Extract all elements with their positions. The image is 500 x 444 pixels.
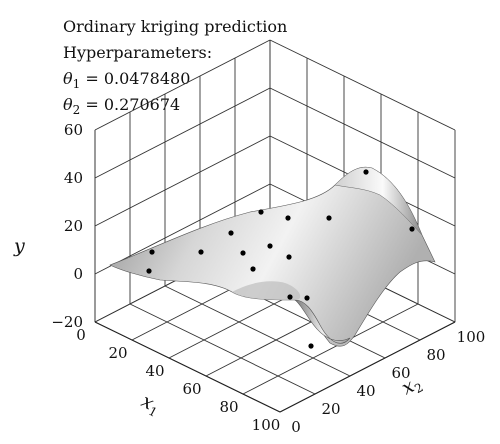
sample-point — [149, 249, 155, 255]
annotation-block: Ordinary kriging prediction Hyperparamet… — [63, 17, 287, 117]
theta2-symbol: θ — [63, 95, 73, 114]
theta2-value: = 0.270674 — [80, 95, 180, 114]
annotation-title: Ordinary kriging prediction — [63, 17, 287, 36]
floor-grid-line — [242, 303, 419, 395]
y-tick-label: 40 — [64, 169, 83, 187]
y-tick-label: −20 — [51, 313, 83, 331]
floor-grid-line — [129, 303, 316, 395]
x2-tick-label: 60 — [391, 364, 410, 382]
x2-tick-label: 40 — [356, 382, 375, 400]
front-edge-left — [94, 321, 281, 413]
sample-point — [267, 243, 273, 249]
x1-tick-label: 40 — [145, 362, 164, 380]
y-tick-label: 0 — [73, 265, 83, 283]
x2-tick-label: 100 — [457, 328, 486, 346]
sample-points — [146, 169, 415, 349]
wall-grid-line — [94, 183, 271, 275]
sample-point — [308, 343, 314, 349]
sample-point — [304, 295, 310, 301]
wall-grid-line — [94, 135, 271, 227]
annotation-theta1: θ1 = 0.0478480 — [63, 69, 190, 91]
sample-point — [326, 215, 332, 221]
wall-grid-line — [94, 39, 271, 131]
box-front-edges — [94, 321, 456, 413]
x1-axis-title: x1 — [137, 390, 164, 420]
sample-point — [285, 215, 291, 221]
theta1-value: = 0.0478480 — [80, 69, 190, 88]
wall-grid-line — [94, 87, 271, 179]
surface-dip — [232, 281, 301, 300]
annotation-hyperparameters: Hyperparameters: — [63, 43, 212, 62]
sample-point — [409, 226, 415, 232]
wall-grid-line — [269, 87, 456, 179]
x2-tick-label: 20 — [321, 400, 340, 418]
y-axis-title: y — [13, 235, 25, 257]
x1-tick-label: 60 — [182, 380, 201, 398]
x1-tick-label: 80 — [219, 398, 238, 416]
y-tick-label: 60 — [64, 121, 83, 139]
sample-point — [286, 254, 292, 260]
x1-tick-label: 20 — [108, 344, 127, 362]
floor-grid-line — [164, 285, 351, 377]
sample-point — [146, 268, 152, 274]
y-tick-label: 20 — [64, 217, 83, 235]
sample-point — [228, 230, 234, 236]
sample-point — [198, 249, 204, 255]
surface-main — [109, 166, 436, 347]
surface-fold — [294, 299, 351, 344]
sample-point — [250, 266, 256, 272]
annotation-theta2: θ2 = 0.270674 — [63, 95, 180, 117]
sample-point — [258, 209, 264, 215]
x1-tick-label: 0 — [76, 326, 86, 344]
theta2-subscript: 2 — [73, 103, 81, 117]
surface-peak — [334, 167, 423, 236]
x2-tick-label: 80 — [426, 346, 445, 364]
sample-point — [240, 250, 246, 256]
front-edge-right — [279, 321, 456, 413]
sample-point — [363, 169, 369, 175]
x1-tick-label: 100 — [252, 416, 281, 434]
theta1-symbol: θ — [63, 69, 73, 88]
theta1-subscript: 1 — [73, 77, 81, 91]
sample-point — [287, 294, 293, 300]
prediction-surface — [109, 166, 436, 347]
wall-grid-line — [269, 39, 456, 131]
x2-tick-label: 0 — [291, 418, 301, 436]
